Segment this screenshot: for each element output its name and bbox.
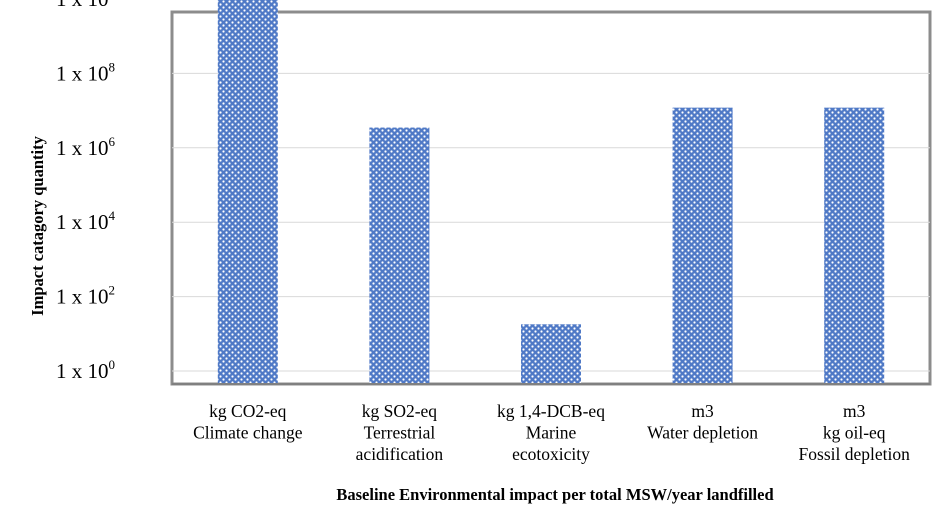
category-label: kg CO2-eq Climate change bbox=[193, 401, 303, 443]
category-label: m3 Water depletion bbox=[647, 401, 758, 443]
y-tick-label: 1 x 104 bbox=[56, 208, 116, 234]
bar bbox=[217, 0, 278, 385]
y-tick-label: 1 x 1010 bbox=[56, 0, 122, 11]
bar bbox=[824, 107, 885, 385]
bar bbox=[521, 324, 581, 384]
bar bbox=[369, 127, 430, 384]
bar bbox=[672, 107, 733, 385]
category-label: kg SO2-eq Terrestrial acidification bbox=[356, 401, 444, 464]
y-tick-label: 1 x 108 bbox=[56, 59, 115, 85]
y-axis-title: Impact catagory quantity bbox=[28, 135, 47, 315]
category-label: m3 kg oil-eq Fossil depletion bbox=[799, 401, 911, 464]
y-tick-label: 1 x 106 bbox=[56, 134, 116, 160]
x-axis-title: Baseline Environmental impact per total … bbox=[336, 485, 773, 504]
y-tick-label: 1 x 102 bbox=[56, 283, 115, 309]
category-label: kg 1,4-DCB-eq Marine ecotoxicity bbox=[497, 401, 605, 464]
y-tick-label: 1 x 100 bbox=[56, 357, 115, 383]
